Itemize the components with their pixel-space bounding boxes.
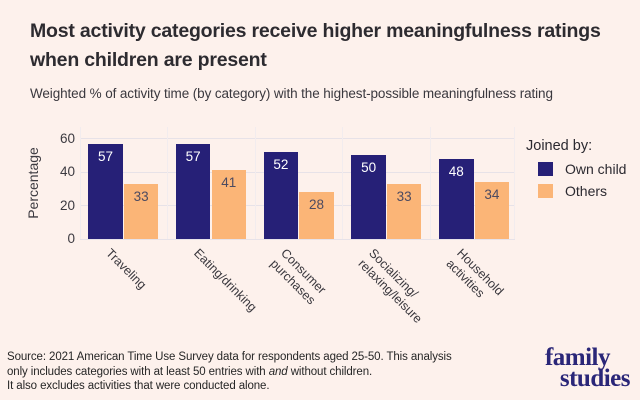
bar-own-child-3: 50 bbox=[351, 155, 386, 239]
gridline-x-5 bbox=[514, 127, 515, 239]
x-tick-label-3: Socializing/ relaxing/leisure bbox=[355, 246, 426, 326]
legend-label-own-child: Own child bbox=[565, 161, 627, 177]
source-line2: only includes categories with at least 5… bbox=[7, 365, 373, 378]
bar-value-label: 48 bbox=[448, 163, 464, 179]
bar-others-2: 28 bbox=[299, 192, 334, 239]
family-studies-logo: family studies bbox=[544, 344, 631, 392]
legend-title: Joined by: bbox=[526, 138, 593, 154]
gridline-y-0 bbox=[80, 238, 515, 240]
bar-value-label: 52 bbox=[273, 157, 289, 173]
y-axis-tick-labels: 0 20 40 60 bbox=[40, 127, 75, 246]
gridline-x-4 bbox=[430, 127, 432, 239]
y-tick-label-60: 60 bbox=[59, 130, 75, 146]
gridline-x-0 bbox=[80, 127, 81, 239]
chart-title-line2: when children are present bbox=[30, 49, 267, 71]
plot-area: 57 57 52 50 48 33 41 28 33 34 bbox=[80, 127, 515, 240]
bar-value-label: 33 bbox=[133, 188, 149, 204]
legend-item-own-child: Own child bbox=[538, 161, 626, 177]
bar-value-label: 57 bbox=[185, 148, 201, 164]
gridline-x-2 bbox=[254, 127, 256, 239]
bar-others-3: 33 bbox=[386, 183, 422, 239]
bar-others-0: 33 bbox=[123, 183, 159, 239]
y-tick-label-40: 40 bbox=[59, 164, 75, 180]
chart-title: Most activity categories receive higher … bbox=[30, 17, 601, 75]
source-note: Source: 2021 American Time Use Survey da… bbox=[7, 350, 452, 394]
legend-label-others: Others bbox=[565, 183, 608, 199]
legend-swatch-others bbox=[538, 184, 553, 198]
bar-value-label: 34 bbox=[484, 187, 500, 203]
gridline-x-1 bbox=[167, 127, 168, 239]
source-line1: Source: 2021 American Time Use Survey da… bbox=[7, 351, 452, 363]
x-tick-label-4: Household activities bbox=[443, 246, 507, 301]
bar-own-child-0: 57 bbox=[88, 143, 123, 239]
bar-others-1: 41 bbox=[211, 170, 247, 239]
logo-word-family: family bbox=[544, 344, 611, 371]
y-tick-label-0: 0 bbox=[67, 231, 75, 246]
bar-value-label: 28 bbox=[308, 197, 324, 213]
gridline-y-60 bbox=[80, 138, 515, 140]
legend: Joined by: Own child Others bbox=[526, 138, 626, 199]
chart-subtitle: Weighted % of activity time (by category… bbox=[30, 86, 553, 101]
y-tick-label-20: 20 bbox=[59, 197, 75, 213]
gridline-x-3 bbox=[342, 127, 344, 239]
bar-own-child-2: 52 bbox=[263, 152, 299, 239]
bar-value-label: 50 bbox=[361, 160, 377, 176]
bar-own-child-4: 48 bbox=[439, 158, 474, 239]
bar-own-child-1: 57 bbox=[175, 143, 211, 239]
y-axis-title: Percentage bbox=[25, 147, 41, 219]
bar-others-4: 34 bbox=[474, 182, 510, 239]
legend-swatch-own-child bbox=[538, 162, 553, 176]
x-axis-tick-labels: Traveling Eating/drinking Consumer purchas… bbox=[80, 246, 515, 346]
bar-value-label: 57 bbox=[97, 148, 113, 164]
source-line3: It also excludes activities that were co… bbox=[7, 380, 270, 392]
x-tick-label-0: Traveling bbox=[103, 246, 150, 292]
bar-value-label: 41 bbox=[221, 175, 237, 191]
x-tick-label-1: Eating/drinking bbox=[190, 246, 260, 315]
chart-title-line1: Most activity categories receive higher … bbox=[30, 20, 601, 42]
x-tick-label-2: Consumer purchases bbox=[268, 246, 330, 307]
logo-word-studies: studies bbox=[559, 365, 631, 392]
legend-item-others: Others bbox=[538, 183, 626, 199]
bar-value-label: 33 bbox=[396, 188, 412, 204]
